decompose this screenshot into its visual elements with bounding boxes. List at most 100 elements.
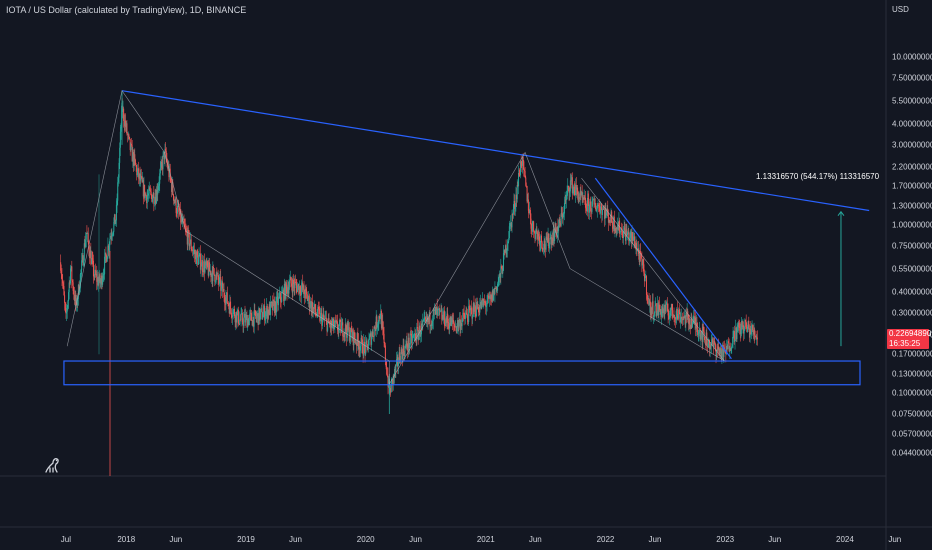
price-range-label: 1.13316570 (544.17%) 113316570 [756, 172, 880, 181]
candle-body [640, 251, 642, 254]
candle-body [579, 197, 581, 199]
candle-body [315, 312, 317, 315]
candle-body [176, 213, 178, 214]
candle-body [681, 316, 683, 319]
candle-body [466, 314, 468, 319]
candle-body [156, 189, 158, 195]
candle-body [230, 309, 232, 316]
candle-body [644, 277, 646, 282]
candle-body [516, 194, 518, 200]
candle-body [647, 298, 649, 300]
candle-body [748, 320, 750, 329]
candle-body [670, 303, 672, 310]
x-tick-label: Jun [289, 535, 302, 544]
candle-body [64, 295, 66, 303]
candle-body [298, 286, 300, 294]
candle-body [131, 145, 133, 162]
candle-body [675, 316, 677, 320]
candle-body [131, 143, 133, 146]
candle-body [312, 307, 314, 314]
candle-body [91, 258, 93, 259]
candle-body [737, 322, 739, 325]
candle-body [70, 268, 72, 284]
candle-body [241, 312, 243, 314]
candle-body [520, 161, 522, 176]
candle-body [245, 315, 247, 316]
candle-body [349, 337, 351, 341]
candle-body [405, 340, 407, 346]
candle-body [744, 319, 746, 327]
candle-body [623, 227, 625, 232]
candle-body [136, 166, 138, 176]
candle-body [106, 257, 108, 262]
candle-body [462, 312, 464, 314]
candle-body [682, 318, 684, 321]
candle-body [215, 273, 217, 282]
candle-body [570, 180, 572, 182]
candle-body [604, 208, 606, 219]
candle-body [306, 294, 308, 301]
candle-body [600, 206, 602, 208]
candle-body [294, 281, 296, 289]
candle-body [290, 276, 292, 284]
candle-body [305, 288, 307, 291]
candle-body [596, 209, 598, 212]
x-tick-label: Jun [768, 535, 782, 544]
candle-body [153, 193, 155, 204]
candle-body [430, 324, 432, 327]
candle-body [197, 255, 199, 265]
candle-body [142, 180, 144, 183]
candle-body [288, 286, 290, 294]
candle-body [129, 138, 131, 150]
candle-body [717, 346, 719, 351]
candle-body [725, 352, 727, 354]
candle-body [203, 261, 205, 273]
candle-body [227, 303, 229, 304]
y-tick-label: 2.20000000 [892, 162, 932, 172]
candle-body [580, 191, 582, 196]
candle-body [439, 310, 441, 312]
candle-body [359, 345, 361, 351]
last-price-value: 0.22694890 [889, 329, 932, 338]
candle-body [671, 303, 673, 311]
candle-body [138, 173, 140, 179]
candle-body [552, 229, 554, 244]
candle-body [194, 252, 196, 254]
candle-body [70, 266, 72, 269]
candle-body [741, 320, 743, 328]
candle-body [167, 162, 169, 169]
y-tick-label: 0.04400000 [892, 448, 932, 458]
candle-body [481, 300, 483, 309]
candle-body [343, 332, 345, 338]
candle-body [543, 240, 545, 249]
candle-body [384, 343, 386, 346]
candle-body [328, 318, 330, 324]
candle-body [238, 323, 240, 325]
candle-body [369, 335, 371, 339]
candle-body [61, 274, 63, 280]
candle-body [249, 314, 251, 319]
candle-body [707, 343, 709, 348]
candle-body [745, 321, 747, 327]
candle-body [439, 308, 441, 312]
candle-body [562, 213, 564, 219]
candle-body [243, 317, 245, 326]
candle-body [388, 378, 390, 387]
candle-body [432, 321, 434, 324]
candle-body [533, 231, 535, 233]
candle-body [224, 302, 226, 305]
candle-body [711, 339, 713, 343]
candle-body [554, 232, 556, 241]
candle-body [641, 258, 643, 266]
candle-body [83, 260, 85, 266]
candle-body [125, 120, 127, 128]
candle-body [756, 337, 758, 340]
candle-body [515, 194, 517, 207]
candle-body [226, 292, 228, 298]
candle-body [186, 232, 188, 245]
candle-body [79, 288, 81, 294]
tradingview-dino-icon[interactable] [42, 455, 62, 475]
candle-body [224, 297, 226, 303]
